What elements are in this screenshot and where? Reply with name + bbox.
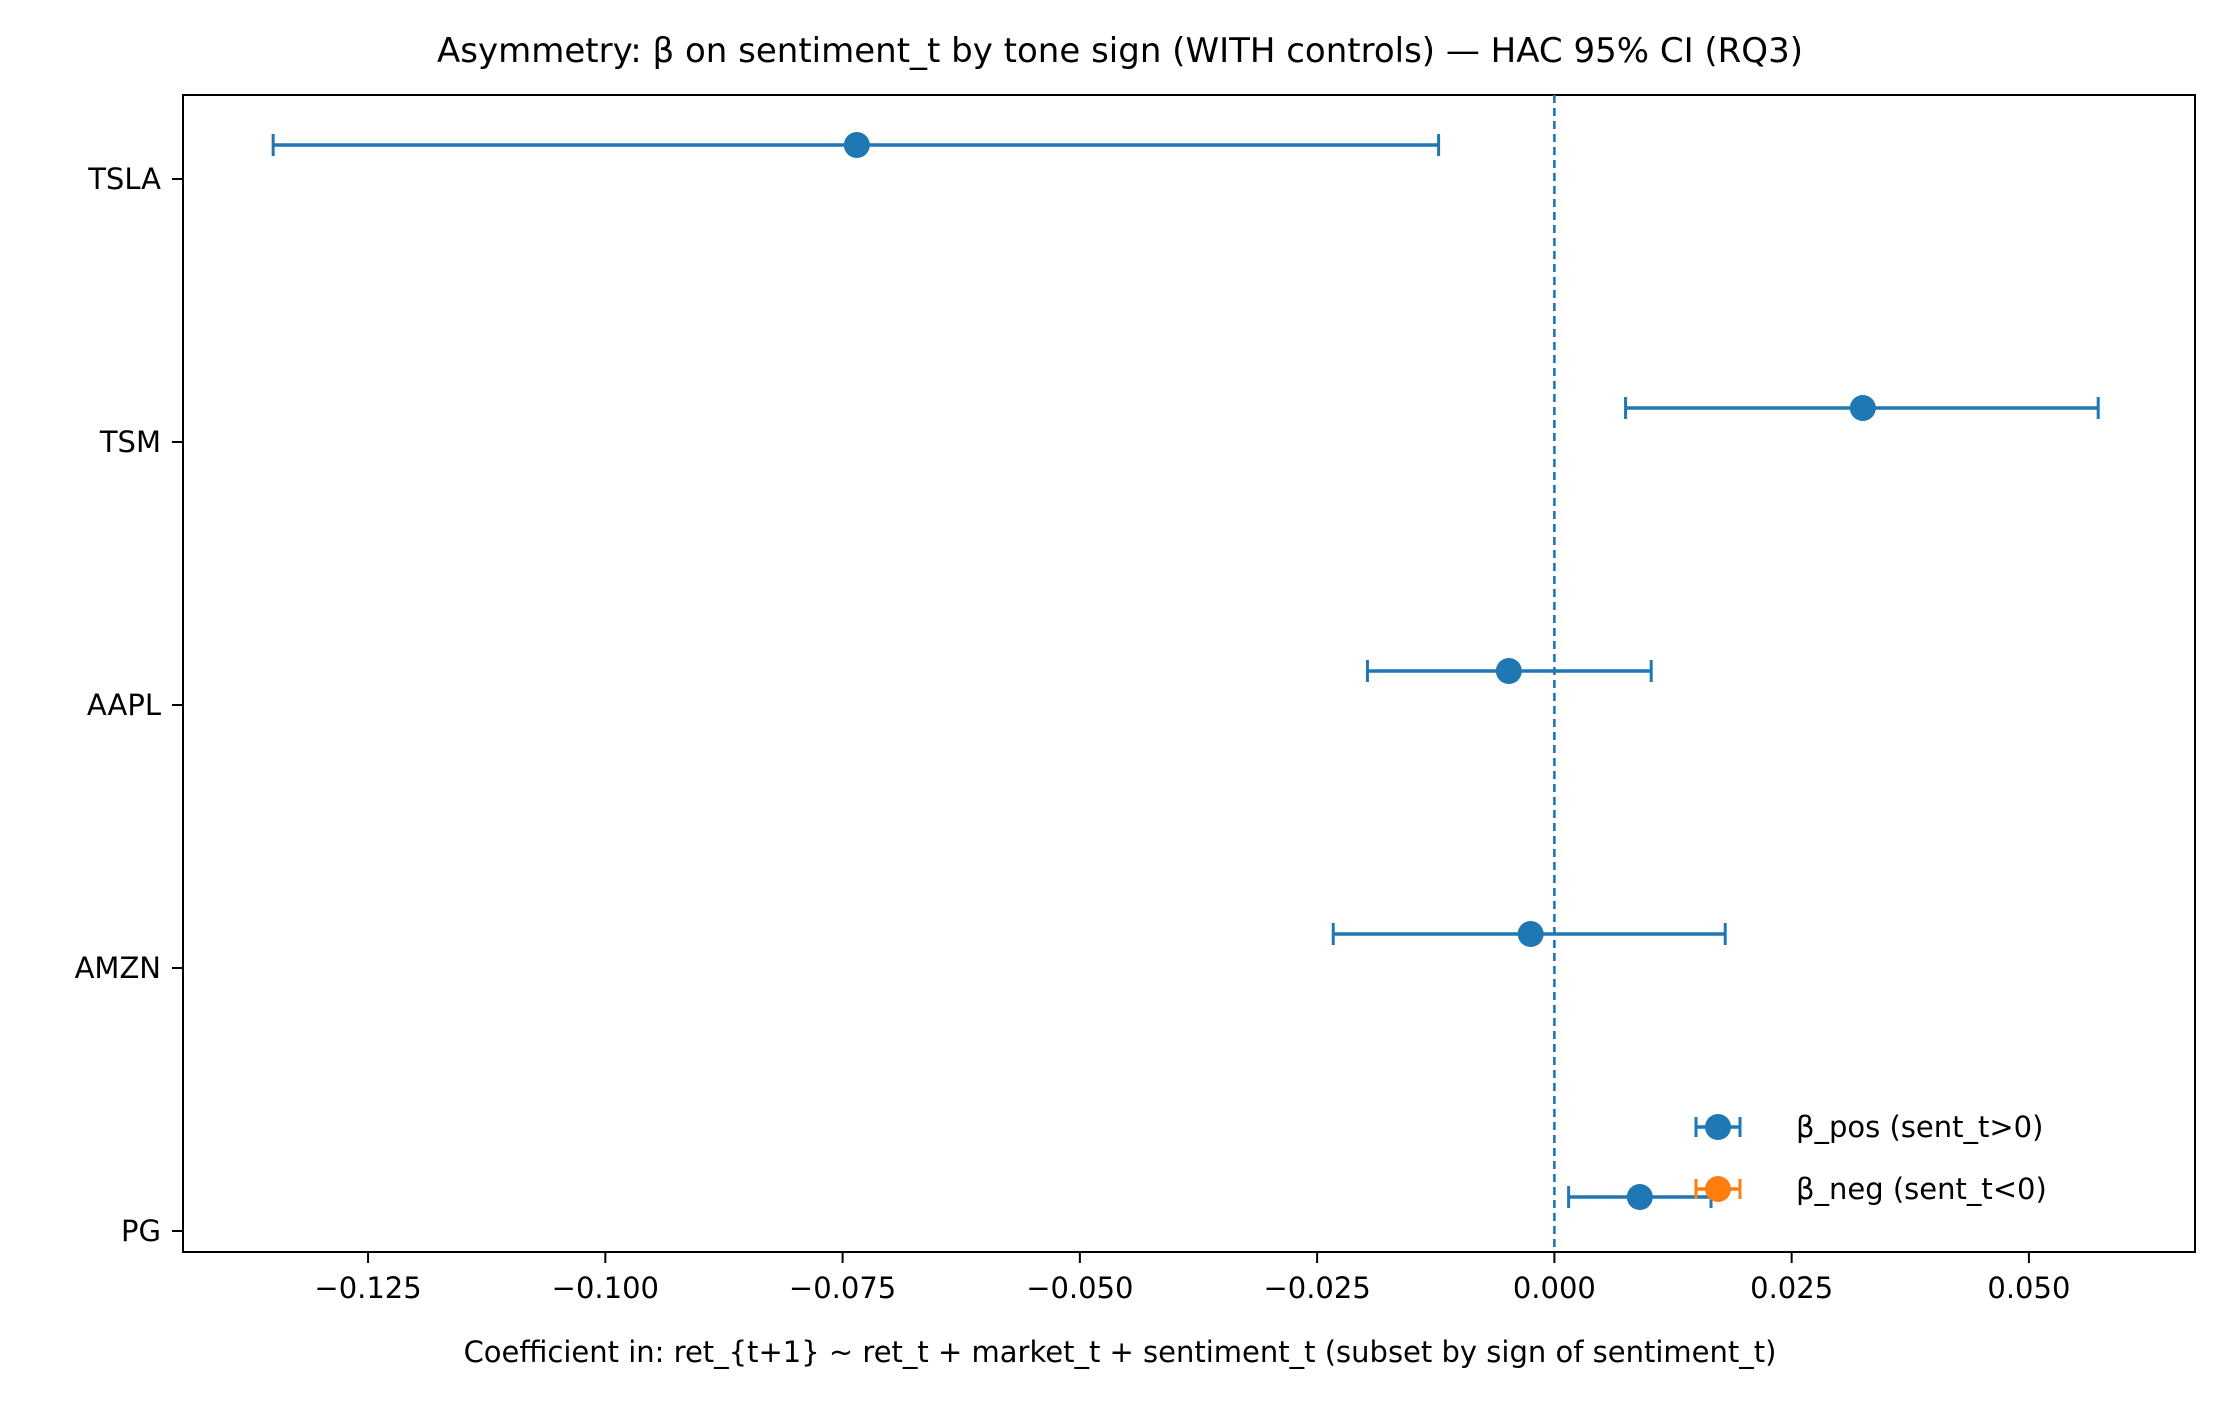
estimate-point-tsm [1849,395,1876,421]
y-tick-label-tsla: TSLA [87,162,161,196]
y-tick-label-pg: PG [121,1214,161,1248]
legend-marker-0 [1705,1114,1731,1140]
plot-area: −0.125 −0.100 −0.075 −0.050 −0.025 0.000 0.025… [75,94,2196,1305]
x-tick-label: −0.075 [789,1271,896,1305]
x-tick-label: −0.100 [552,1271,659,1305]
legend-label-1: β_neg (sent_t<0) [1796,1172,2047,1206]
x-tick-label: 0.000 [1513,1271,1596,1305]
x-tick-label: −0.050 [1026,1271,1133,1305]
y-tick-label-tsm: TSM [99,425,161,459]
y-tick-label-aapl: AAPL [87,688,161,722]
y-tick-label-amzn: AMZN [75,951,161,985]
chart-title: Asymmetry: β on sentiment_t by tone sign… [437,31,1803,71]
x-axis-label: Coefficient in: ret_{t+1} ~ ret_t + mark… [464,1335,1777,1369]
legend-marker-1 [1705,1176,1731,1202]
plot-frame [182,94,2196,1253]
estimate-point-aapl [1495,658,1522,684]
estimate-point-pg [1626,1184,1653,1210]
x-tick-label: 0.025 [1750,1271,1833,1305]
x-tick-label: −0.125 [314,1271,421,1305]
estimate-point-tsla [843,132,870,158]
legend-label-0: β_pos (sent_t>0) [1796,1110,2043,1144]
estimate-point-amzn [1517,921,1544,947]
x-tick-label: 0.050 [1987,1271,2070,1305]
x-tick-label: −0.025 [1263,1271,1370,1305]
